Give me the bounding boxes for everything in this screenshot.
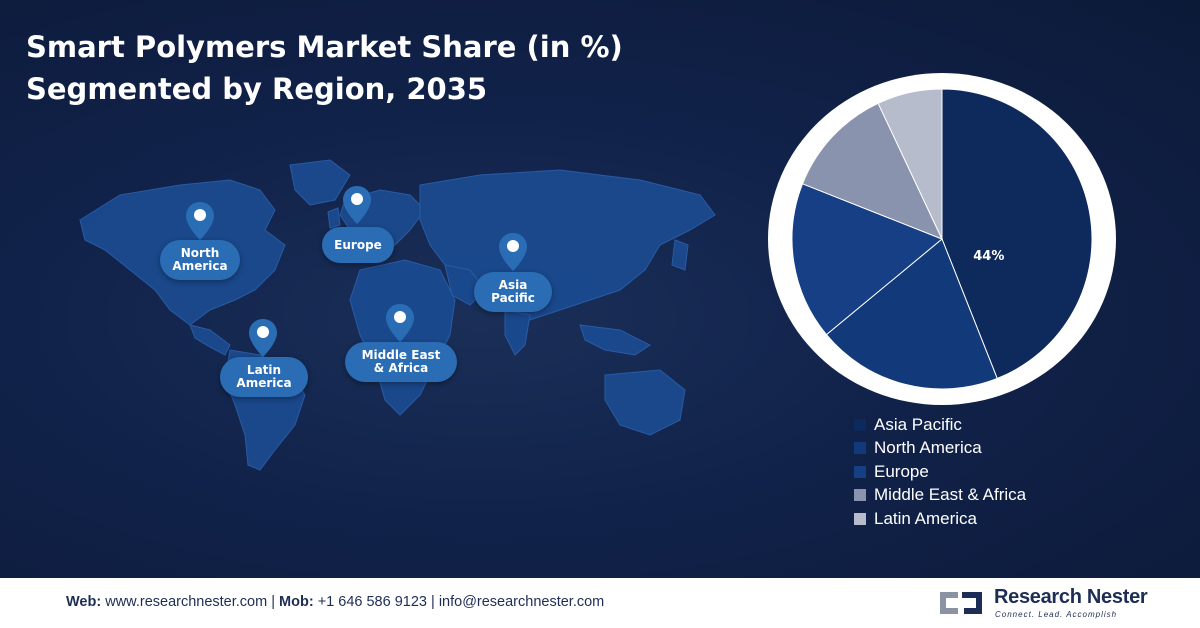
pie-data-label: 44% [973, 249, 1004, 264]
pie-slice-north-america [825, 238, 998, 390]
logo-name: Research Nester [994, 586, 1148, 608]
pie-slice-middle-east-africa [801, 102, 943, 240]
pin-text-line2: America [172, 259, 228, 273]
location-pin-icon [386, 304, 414, 342]
pie-slice-latin-america [877, 88, 943, 240]
legend-item-north-america: North America [854, 437, 1026, 461]
chart-canvas: Smart Polymers Market Share (in %) Segme… [0, 0, 1200, 578]
legend-label: Middle East & Africa [874, 485, 1027, 505]
mob-label: Mob: [279, 594, 314, 610]
pin-text-line2: & Africa [373, 361, 429, 375]
pin-text-line1: Latin [246, 363, 282, 377]
legend-item-asia-pacific: Asia Pacific [854, 413, 1026, 437]
location-pin-icon [499, 233, 527, 271]
pie-slice-europe [791, 183, 943, 336]
legend-label: Asia Pacific [874, 414, 962, 434]
legend-swatch [854, 489, 866, 502]
legend-item-middle-east-africa: Middle East & Africa [854, 484, 1026, 508]
separator: | [431, 594, 435, 610]
pin-label-asia-pacific: Asia Pacific [474, 272, 552, 312]
logo-icon [940, 592, 982, 614]
legend-swatch [854, 418, 866, 431]
logo-tagline: Connect. Lead. Accomplish [995, 610, 1118, 619]
pin-label-latin-america: Latin America [220, 357, 308, 397]
pin-text-line1: Asia [498, 278, 528, 292]
legend-swatch [854, 512, 866, 525]
footer: Web: www.researchnester.com | Mob: +1 64… [0, 578, 1200, 628]
footer-contact: Web: www.researchnester.com | Mob: +1 64… [66, 594, 604, 610]
pin-label-middle-east-africa: Middle East & Africa [345, 342, 457, 382]
chart-title: Smart Polymers Market Share (in %) Segme… [26, 26, 623, 110]
pie-slice-asia-pacific [941, 88, 1093, 380]
pin-text-line2: Pacific [491, 291, 535, 305]
location-pin-icon [249, 319, 277, 357]
pin-label-europe: Europe [322, 227, 394, 263]
legend-swatch [854, 442, 866, 455]
separator: | [271, 594, 276, 610]
web-label: Web: [66, 594, 102, 610]
research-nester-logo: Research Nester Connect. Lead. Accomplis… [936, 586, 1151, 622]
pin-text-line1: Europe [334, 237, 382, 252]
legend-label: Latin America [874, 508, 977, 528]
title-line-1: Smart Polymers Market Share (in %) [26, 30, 623, 64]
location-pin-icon [186, 202, 214, 240]
legend-item-latin-america: Latin America [854, 507, 1026, 531]
email-link[interactable]: info@researchnester.com [438, 594, 605, 610]
phone-number: +1 646 586 9123 [317, 594, 427, 610]
web-link[interactable]: www.researchnester.com [105, 594, 268, 610]
pin-text-line1: North [180, 246, 220, 260]
chart-legend: Asia Pacific North America Europe Middle Ea… [854, 413, 1026, 531]
pin-label-north-america: North America [160, 240, 240, 280]
pin-text-line1: Middle East [361, 348, 441, 362]
location-pin-icon [343, 186, 371, 224]
pin-text-line2: America [236, 376, 292, 390]
title-line-2: Segmented by Region, 2035 [26, 72, 488, 106]
legend-label: Europe [874, 461, 929, 481]
legend-item-europe: Europe [854, 460, 1026, 484]
legend-label: North America [874, 438, 982, 458]
legend-swatch [854, 465, 866, 478]
pie-chart: 44% [768, 73, 1116, 405]
